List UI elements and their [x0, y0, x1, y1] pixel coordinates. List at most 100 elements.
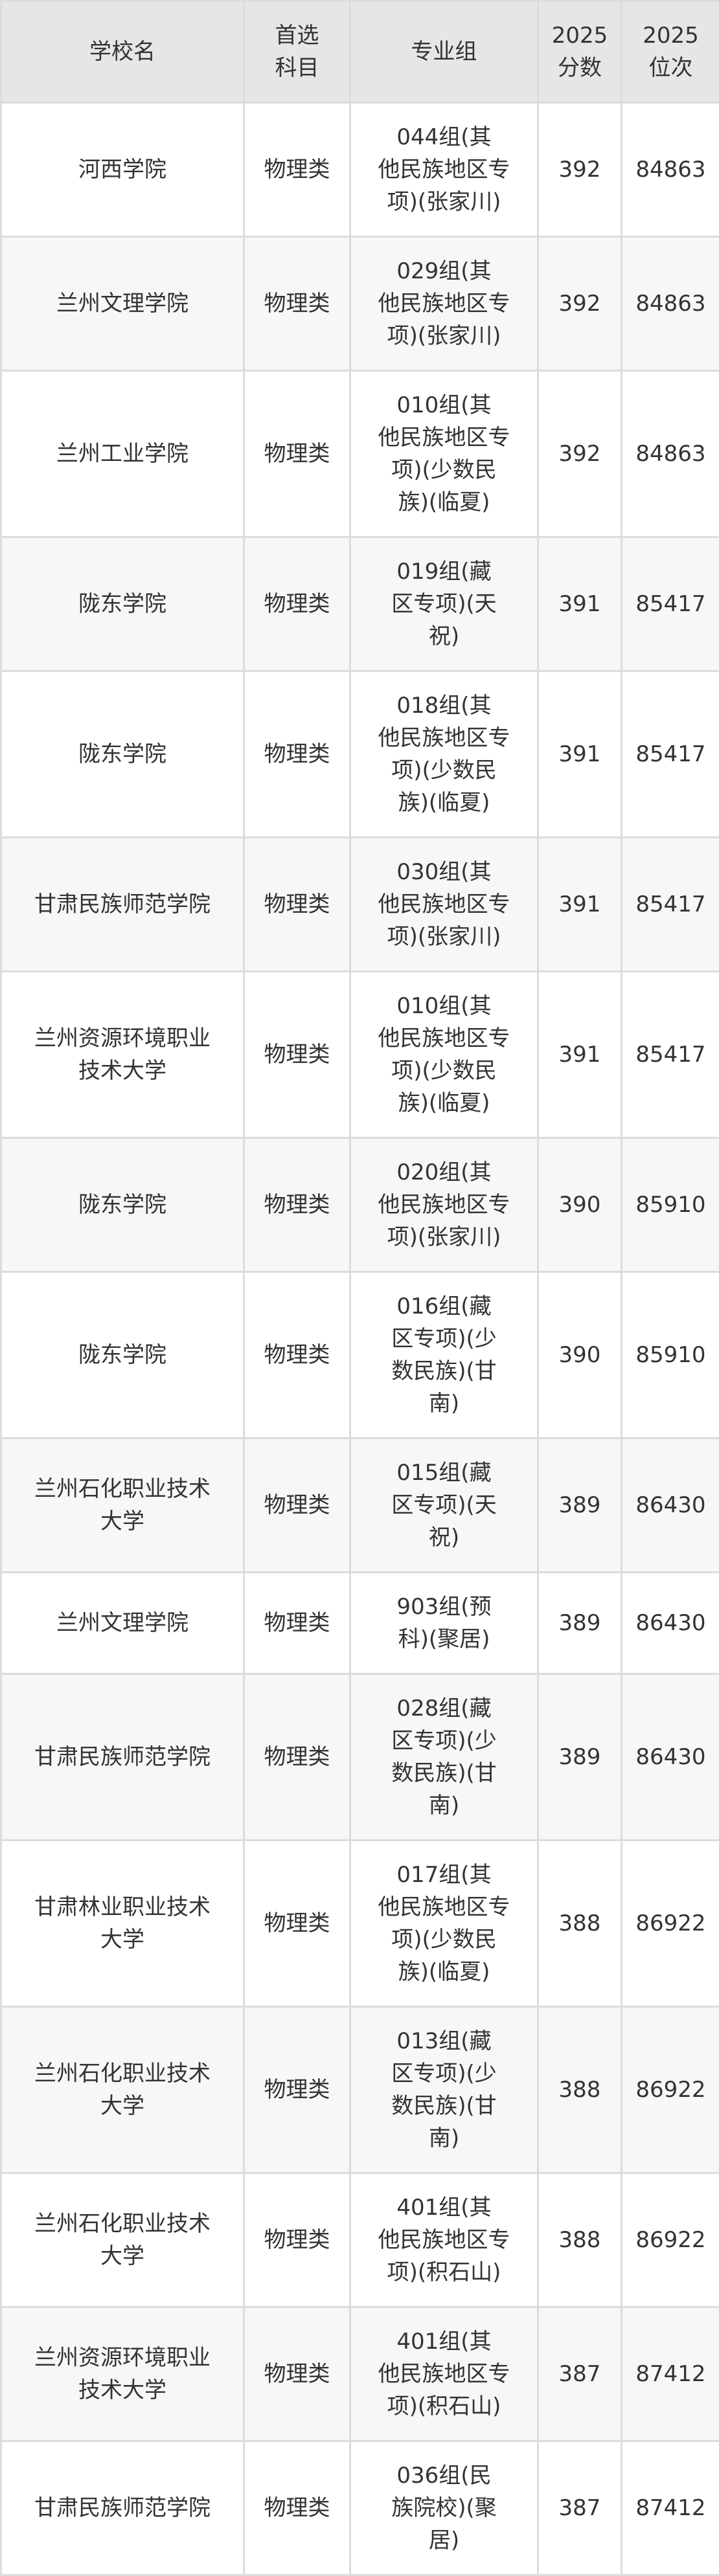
- cell-subject: 物理类: [244, 2007, 350, 2173]
- cell-subject: 物理类: [244, 1138, 350, 1272]
- header-subject: 首选 科目: [244, 1, 350, 103]
- cell-group: 015组(藏 区专项)(天 祝): [350, 1439, 538, 1573]
- cell-school: 甘肃林业职业技术 大学: [1, 1841, 244, 2007]
- cell-score: 390: [538, 1138, 622, 1272]
- cell-school: 兰州工业学院: [1, 371, 244, 537]
- cell-group: 903组(预 科)(聚居): [350, 1573, 538, 1674]
- cell-school: 兰州文理学院: [1, 237, 244, 371]
- cell-rank: 85417: [622, 972, 719, 1138]
- cell-subject: 物理类: [244, 838, 350, 972]
- cell-group: 010组(其 他民族地区专 项)(少数民 族)(临夏): [350, 371, 538, 537]
- cell-score: 387: [538, 2307, 622, 2441]
- cell-subject: 物理类: [244, 103, 350, 237]
- cell-group: 019组(藏 区专项)(天 祝): [350, 537, 538, 671]
- cell-group: 044组(其 他民族地区专 项)(张家川): [350, 103, 538, 237]
- header-group: 专业组: [350, 1, 538, 103]
- cell-rank: 86430: [622, 1674, 719, 1841]
- cell-rank: 85417: [622, 537, 719, 671]
- cell-subject: 物理类: [244, 2307, 350, 2441]
- cell-rank: 86430: [622, 1573, 719, 1674]
- cell-school: 兰州石化职业技术 大学: [1, 1439, 244, 1573]
- cell-school: 陇东学院: [1, 1272, 244, 1439]
- cell-group: 028组(藏 区专项)(少 数民族)(甘 南): [350, 1674, 538, 1841]
- cell-rank: 84863: [622, 371, 719, 537]
- cell-group: 401组(其 他民族地区专 项)(积石山): [350, 2173, 538, 2307]
- cell-score: 391: [538, 838, 622, 972]
- cell-school: 兰州资源环境职业 技术大学: [1, 972, 244, 1138]
- cell-group: 401组(其 他民族地区专 项)(积石山): [350, 2307, 538, 2441]
- cell-score: 391: [538, 671, 622, 838]
- cell-rank: 86922: [622, 2007, 719, 2173]
- cell-subject: 物理类: [244, 972, 350, 1138]
- cell-rank: 87412: [622, 2441, 719, 2575]
- header-score: 2025 分数: [538, 1, 622, 103]
- cell-school: 陇东学院: [1, 671, 244, 838]
- cell-rank: 86922: [622, 1841, 719, 2007]
- cell-group: 036组(民 族院校)(聚 居): [350, 2441, 538, 2575]
- header-school: 学校名: [1, 1, 244, 103]
- cell-subject: 物理类: [244, 1674, 350, 1841]
- cell-group: 010组(其 他民族地区专 项)(少数民 族)(临夏): [350, 972, 538, 1138]
- cell-score: 392: [538, 237, 622, 371]
- cell-school: 陇东学院: [1, 1138, 244, 1272]
- cell-rank: 87412: [622, 2307, 719, 2441]
- cell-rank: 85417: [622, 838, 719, 972]
- header-rank: 2025 位次: [622, 1, 719, 103]
- cell-group: 013组(藏 区专项)(少 数民族)(甘 南): [350, 2007, 538, 2173]
- cell-subject: 物理类: [244, 371, 350, 537]
- cell-rank: 85417: [622, 671, 719, 838]
- cell-subject: 物理类: [244, 2173, 350, 2307]
- cell-group: 029组(其 他民族地区专 项)(张家川): [350, 237, 538, 371]
- cell-school: 河西学院: [1, 103, 244, 237]
- cell-rank: 85910: [622, 1272, 719, 1439]
- cell-score: 391: [538, 537, 622, 671]
- cell-score: 392: [538, 371, 622, 537]
- cell-rank: 84863: [622, 237, 719, 371]
- table-header-row: 学校名 首选 科目 专业组 2025 分数 2025 位次: [1, 1, 719, 103]
- cell-score: 389: [538, 1439, 622, 1573]
- cell-score: 389: [538, 1573, 622, 1674]
- cell-subject: 物理类: [244, 237, 350, 371]
- cell-score: 392: [538, 103, 622, 237]
- cell-group: 030组(其 他民族地区专 项)(张家川): [350, 838, 538, 972]
- cell-group: 017组(其 他民族地区专 项)(少数民 族)(临夏): [350, 1841, 538, 2007]
- cell-subject: 物理类: [244, 671, 350, 838]
- cell-school: 陇东学院: [1, 537, 244, 671]
- cell-score: 389: [538, 1674, 622, 1841]
- cell-score: 388: [538, 2173, 622, 2307]
- cell-group: 018组(其 他民族地区专 项)(少数民 族)(临夏): [350, 671, 538, 838]
- cell-school: 兰州石化职业技术 大学: [1, 2007, 244, 2173]
- cell-rank: 86922: [622, 2173, 719, 2307]
- cell-subject: 物理类: [244, 1272, 350, 1439]
- cell-score: 390: [538, 1272, 622, 1439]
- cell-rank: 84863: [622, 103, 719, 237]
- cell-subject: 物理类: [244, 1841, 350, 2007]
- cell-subject: 物理类: [244, 537, 350, 671]
- cell-group: 020组(其 他民族地区专 项)(张家川): [350, 1138, 538, 1272]
- cell-score: 388: [538, 2007, 622, 2173]
- cell-group: 016组(藏 区专项)(少 数民族)(甘 南): [350, 1272, 538, 1439]
- cell-score: 387: [538, 2441, 622, 2575]
- cell-school: 兰州文理学院: [1, 1573, 244, 1674]
- cell-rank: 86430: [622, 1439, 719, 1573]
- cell-school: 甘肃民族师范学院: [1, 838, 244, 972]
- cell-subject: 物理类: [244, 1573, 350, 1674]
- cell-score: 391: [538, 972, 622, 1138]
- cell-rank: 85910: [622, 1138, 719, 1272]
